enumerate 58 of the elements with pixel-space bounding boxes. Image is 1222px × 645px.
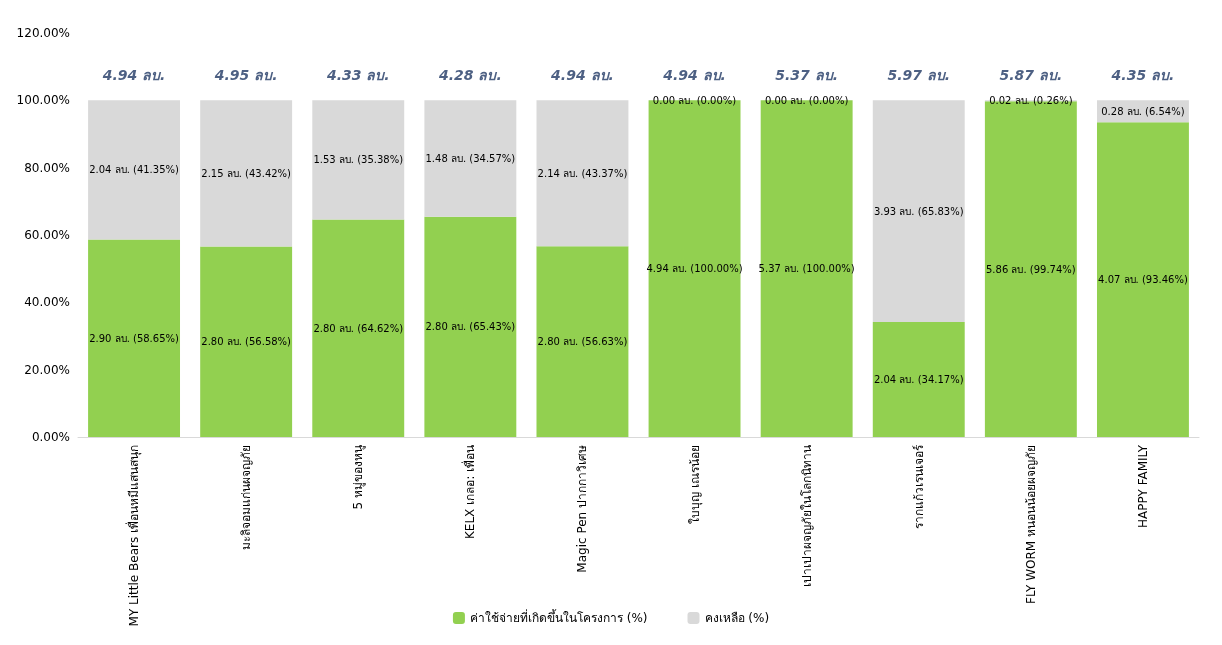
legend-label: คงเหลือ (%)	[704, 611, 770, 625]
legend-label: ค่าใช้จ่ายที่เกิดขึ้นในโครงการ (%)	[469, 609, 648, 625]
bar	[88, 100, 181, 240]
bar	[536, 246, 629, 437]
y-tick-label: 60.00%	[24, 228, 70, 242]
x-tick-label: HAPPY FAMILY	[1135, 444, 1150, 528]
data-label: 4.07 ลบ. (93.46%)	[1098, 274, 1188, 286]
bar	[872, 100, 965, 322]
annotation: 4.35 ลบ.	[1110, 67, 1175, 84]
bar	[424, 216, 517, 437]
data-label: 0.02 ลบ. (0.26%)	[989, 95, 1073, 107]
annotation: 5.97 ลบ.	[887, 67, 951, 84]
bar	[424, 100, 517, 217]
annotation: 4.33 ลบ.	[325, 67, 390, 84]
bar	[1096, 122, 1189, 437]
x-tick-label: FLY WORM หนอนน้อยผจญภัย	[1023, 445, 1038, 604]
bar	[312, 100, 405, 220]
data-label: 1.48 ลบ. (34.57%)	[425, 153, 516, 165]
x-tick-label: MY Little Bears เพื่อนหมีแสนสนุก	[125, 445, 143, 627]
annotation: 5.37 ลบ.	[775, 67, 839, 84]
annotation: 5.87 ลบ.	[999, 67, 1063, 84]
data-label: 2.15 ลบ. (43.42%)	[201, 167, 292, 179]
x-tick-label: รากแก้วเรนเจอร์	[911, 444, 926, 529]
data-label: 2.80 ลบ. (64.62%)	[313, 322, 404, 334]
bar	[536, 100, 629, 247]
data-label: 2.80 ลบ. (56.63%)	[537, 336, 628, 348]
y-tick-label: 0.00%	[31, 430, 70, 444]
data-label: 2.80 ลบ. (56.58%)	[201, 336, 292, 348]
x-tick-label: ใบบุญ เณรน้อย	[687, 445, 703, 524]
annotation: 4.28 ลบ.	[437, 67, 502, 84]
bar	[88, 239, 181, 437]
bar	[200, 246, 293, 437]
annotation: 4.95 ลบ.	[213, 67, 278, 84]
y-tick-label: 20.00%	[24, 362, 70, 377]
data-label: 0.28 ลบ. (6.54%)	[1101, 105, 1185, 117]
x-tick-label: KELX เกลอ: เพื่อน	[461, 445, 478, 540]
data-label: 2.14 ลบ. (43.37%)	[537, 167, 628, 179]
bar	[872, 321, 965, 437]
annotation: 4.94 ลบ.	[550, 67, 614, 84]
data-label: 3.93 ลบ. (65.83%)	[873, 205, 964, 217]
data-label: 2.80 ลบ. (65.43%)	[425, 321, 516, 333]
x-tick-label: 5 หมู่ของหนู	[351, 445, 367, 510]
bar	[200, 100, 293, 247]
data-label: 2.04 ลบ. (34.17%)	[873, 373, 964, 385]
x-tick-label: มะลิจอมแก่นผจญภัย	[239, 445, 254, 550]
annotation: 4.94 ลบ.	[662, 67, 726, 84]
data-label: 2.90 ลบ. (58.65%)	[89, 332, 180, 344]
y-tick-label: 100.00%	[16, 93, 70, 108]
annotation: 4.94 ลบ.	[101, 67, 166, 84]
data-label: 5.86 ลบ. (99.74%)	[985, 263, 1076, 275]
y-tick-label: 80.00%	[24, 160, 70, 175]
y-tick-label: 120.00%	[16, 26, 70, 40]
bar	[312, 219, 405, 437]
data-label: 2.04 ลบ. (41.35%)	[89, 164, 180, 176]
x-tick-label: เปาเปาผจญภัยในโลกนิทาน	[799, 445, 814, 587]
y-tick-label: 40.00%	[24, 295, 70, 310]
data-label: 1.53 ลบ. (35.38%)	[313, 154, 404, 166]
x-tick-label: Magic Pen ปากกาวิเศษ	[575, 445, 590, 573]
